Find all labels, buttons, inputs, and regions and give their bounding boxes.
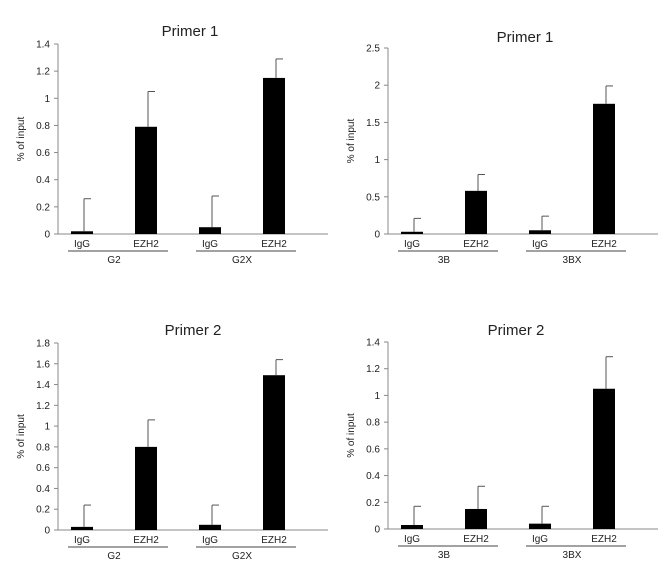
chart-title: Primer 2 xyxy=(488,322,545,339)
y-tick-label: 1.6 xyxy=(36,359,50,370)
chart-title: Primer 1 xyxy=(162,23,219,40)
y-tick-label: 0.2 xyxy=(366,498,380,509)
category-label: IgG xyxy=(532,534,548,545)
y-tick-label: 1.2 xyxy=(36,401,50,412)
y-tick-label: 0.8 xyxy=(36,121,50,132)
y-tick-label: 0 xyxy=(374,525,380,536)
bar-igg-g2x xyxy=(199,524,221,530)
category-label: EZH2 xyxy=(261,535,287,546)
y-tick-label: 0.4 xyxy=(36,484,50,495)
category-label: EZH2 xyxy=(463,239,489,250)
y-tick-label: 1.8 xyxy=(36,339,50,350)
bar-igg-g2 xyxy=(71,231,93,234)
y-tick-label: 0.2 xyxy=(36,202,50,213)
chart-panel-2: Primer 1 0 0.5 1 1.5 2 2.5 % of input IgG EZH2 3B I… xyxy=(346,29,658,266)
chart-panel-4: Primer 2 0 0.2 0.4 0.6 0.8 1 1.2 1.4 % of input Ig… xyxy=(346,322,658,561)
y-tick-label: 2.5 xyxy=(366,44,380,55)
bar-ezh2-g2 xyxy=(135,126,157,234)
y-tick-label: 1 xyxy=(44,94,50,105)
group-label: G2X xyxy=(232,551,252,561)
category-label: EZH2 xyxy=(133,239,159,250)
y-tick-label: 0.2 xyxy=(36,505,50,516)
y-tick-label: 1 xyxy=(374,391,380,402)
group-label: 3B xyxy=(438,255,451,266)
bar-ezh2-3bx xyxy=(593,388,615,529)
y-tick-label: 0.8 xyxy=(36,442,50,453)
y-tick-label: 1 xyxy=(44,422,50,433)
bar-ezh2-g2 xyxy=(135,446,157,530)
chart-title: Primer 2 xyxy=(165,322,222,339)
category-label: IgG xyxy=(404,239,420,250)
bar-ezh2-g2x xyxy=(263,77,285,234)
y-tick-label: 0.4 xyxy=(366,471,380,482)
group-label: G2 xyxy=(107,551,121,561)
y-tick-label: 0.5 xyxy=(366,192,380,203)
y-axis-label: % of input xyxy=(346,413,357,458)
bar-ezh2-g2x xyxy=(263,375,285,530)
y-tick-label: 0.6 xyxy=(366,444,380,455)
y-tick-label: 1.5 xyxy=(366,118,380,129)
y-tick-label: 0.6 xyxy=(36,463,50,474)
bar-igg-3bx xyxy=(529,523,551,529)
group-label: G2 xyxy=(107,255,121,266)
y-tick-label: 1.2 xyxy=(366,364,380,375)
y-axis-label: % of input xyxy=(346,119,357,164)
y-axis-label: % of input xyxy=(16,414,27,459)
category-label: EZH2 xyxy=(133,535,159,546)
group-label: 3B xyxy=(438,550,451,561)
y-tick-label: 1.4 xyxy=(36,380,50,391)
y-tick-label: 1.4 xyxy=(36,40,50,51)
y-axis-label: % of input xyxy=(16,117,27,162)
y-tick-label: 0.6 xyxy=(36,148,50,159)
category-label: IgG xyxy=(74,239,90,250)
group-label: 3BX xyxy=(563,550,582,561)
bar-igg-3b xyxy=(401,524,423,529)
category-label: IgG xyxy=(404,534,420,545)
y-tick-label: 2 xyxy=(374,81,380,92)
chart-panel-3: Primer 2 0 0.2 0.4 0.6 0.8 1 1.2 1.4 1.6 1.8 % of i… xyxy=(16,322,328,561)
y-tick-label: 0.8 xyxy=(366,418,380,429)
category-label: IgG xyxy=(202,535,218,546)
y-tick-label: 1.4 xyxy=(366,338,380,349)
y-tick-label: 0 xyxy=(374,230,380,241)
bar-igg-g2 xyxy=(71,526,93,530)
category-label: EZH2 xyxy=(591,534,617,545)
group-label: 3BX xyxy=(563,255,582,266)
category-label: IgG xyxy=(74,535,90,546)
bar-igg-3b xyxy=(401,231,423,234)
category-label: EZH2 xyxy=(463,534,489,545)
bar-ezh2-3b xyxy=(465,508,487,529)
bar-ezh2-3b xyxy=(465,190,487,234)
y-tick-label: 1.2 xyxy=(36,67,50,78)
bar-ezh2-3bx xyxy=(593,103,615,234)
chart-title: Primer 1 xyxy=(497,29,554,46)
category-label: IgG xyxy=(532,239,548,250)
bar-igg-3bx xyxy=(529,230,551,234)
y-tick-label: 0 xyxy=(44,230,50,241)
y-tick-label: 0 xyxy=(44,526,50,537)
category-label: EZH2 xyxy=(591,239,617,250)
category-label: IgG xyxy=(202,239,218,250)
y-tick-label: 0.4 xyxy=(36,175,50,186)
chart-panel-1: Primer 1 0 0.2 0.4 0.6 0.8 1 1.2 1.4 % of input Ig… xyxy=(16,23,328,266)
group-label: G2X xyxy=(232,255,252,266)
y-tick-label: 1 xyxy=(374,155,380,166)
category-label: EZH2 xyxy=(261,239,287,250)
bar-igg-g2x xyxy=(199,227,221,234)
